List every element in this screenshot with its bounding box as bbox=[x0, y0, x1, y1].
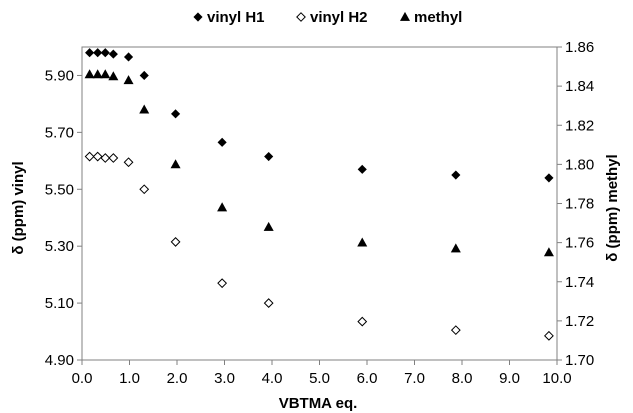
y-left-tick-label: 4.90 bbox=[45, 352, 74, 369]
data-point bbox=[170, 237, 181, 247]
x-tick-label: 2.0 bbox=[167, 370, 188, 387]
x-tick-label: 4.0 bbox=[262, 370, 283, 387]
plot-border bbox=[81, 46, 558, 361]
data-point bbox=[171, 109, 181, 119]
series-methyl bbox=[84, 69, 554, 257]
data-point bbox=[100, 48, 110, 58]
legend-marker bbox=[399, 11, 411, 21]
y-right-tick-label: 1.80 bbox=[565, 156, 594, 173]
data-point bbox=[544, 330, 554, 341]
data-point bbox=[543, 247, 554, 257]
data-point bbox=[357, 316, 368, 327]
data-point bbox=[92, 69, 103, 79]
data-point bbox=[450, 325, 461, 336]
data-point bbox=[263, 221, 274, 231]
legend-marker bbox=[296, 12, 306, 22]
y-right-tick-label: 1.74 bbox=[565, 274, 594, 291]
data-point bbox=[451, 170, 461, 180]
data-point bbox=[108, 49, 118, 59]
data-point bbox=[108, 71, 119, 81]
x-tick-label: 1.0 bbox=[119, 370, 140, 387]
y-left-tick-label: 5.70 bbox=[45, 124, 74, 141]
data-point bbox=[357, 237, 368, 247]
y-axis-left: 4.90 5.10 5.30 5.50 5.70 5.90 bbox=[45, 67, 82, 369]
data-point bbox=[544, 173, 554, 183]
y-axis-right: 1.70 1.72 1.74 1.76 1.78 1.80 1.82 1.84 1.86 bbox=[557, 39, 594, 369]
y-right-tick-label: 1.84 bbox=[565, 78, 594, 95]
legend-label: vinyl H2 bbox=[310, 9, 368, 26]
x-tick-label: 6.0 bbox=[357, 370, 378, 387]
x-tick-label: 7.0 bbox=[404, 370, 425, 387]
data-point bbox=[93, 48, 103, 58]
data-point bbox=[217, 278, 228, 289]
data-point bbox=[139, 104, 150, 114]
y-right-tick-label: 1.78 bbox=[565, 196, 594, 213]
y-right-tick-label: 1.70 bbox=[565, 352, 594, 369]
x-axis: 0.0 1.0 2.0 3.0 4.0 5.0 6.0 7.0 8.0 9.0 10.0 bbox=[72, 360, 572, 387]
data-point bbox=[263, 298, 274, 308]
y-axis-right-title: δ (ppm) methyl bbox=[604, 154, 621, 261]
y-left-tick-label: 5.90 bbox=[45, 67, 74, 84]
x-tick-label: 10.0 bbox=[542, 370, 571, 387]
legend-item: methyl bbox=[399, 9, 462, 26]
data-point bbox=[100, 69, 111, 79]
data-point bbox=[217, 202, 228, 212]
data-point bbox=[108, 153, 119, 163]
data-point bbox=[450, 243, 461, 253]
data-point bbox=[123, 157, 134, 168]
data-point bbox=[357, 164, 367, 174]
data-point bbox=[92, 151, 103, 162]
x-axis-title: VBTMA eq. bbox=[279, 395, 358, 412]
legend-label: vinyl H1 bbox=[207, 9, 265, 26]
data-point bbox=[170, 159, 181, 169]
data-points bbox=[84, 48, 554, 341]
data-point bbox=[139, 70, 149, 81]
series-vinyl-h2 bbox=[84, 151, 554, 341]
y-left-tick-label: 5.30 bbox=[45, 238, 74, 255]
data-point bbox=[217, 137, 227, 147]
legend: vinyl H1 vinyl H2 methyl bbox=[193, 9, 462, 26]
y-right-tick-label: 1.82 bbox=[565, 117, 594, 134]
y-right-tick-label: 1.86 bbox=[565, 39, 594, 56]
y-right-tick-label: 1.76 bbox=[565, 235, 594, 252]
data-point bbox=[84, 151, 95, 162]
y-left-tick-label: 5.50 bbox=[45, 181, 74, 198]
series-vinyl-h1 bbox=[85, 48, 554, 183]
data-point bbox=[84, 69, 95, 79]
legend-marker bbox=[193, 12, 203, 22]
legend-item: vinyl H2 bbox=[296, 9, 368, 26]
x-tick-label: 0.0 bbox=[72, 370, 93, 387]
x-tick-label: 8.0 bbox=[452, 370, 473, 387]
y-axis-left-title: δ (ppm) vinyl bbox=[10, 161, 27, 254]
data-point bbox=[139, 184, 150, 195]
x-tick-label: 9.0 bbox=[499, 370, 520, 387]
legend-item: vinyl H1 bbox=[193, 9, 265, 26]
y-right-tick-label: 1.72 bbox=[565, 313, 594, 330]
data-point bbox=[264, 151, 274, 162]
legend-label: methyl bbox=[414, 9, 462, 26]
data-point bbox=[100, 153, 111, 163]
data-point bbox=[123, 75, 134, 85]
data-point bbox=[123, 52, 134, 62]
plot-frame bbox=[81, 46, 558, 361]
y-left-tick-label: 5.10 bbox=[45, 295, 74, 312]
data-point bbox=[85, 48, 95, 58]
x-tick-label: 3.0 bbox=[214, 370, 235, 387]
x-tick-label: 5.0 bbox=[309, 370, 330, 387]
